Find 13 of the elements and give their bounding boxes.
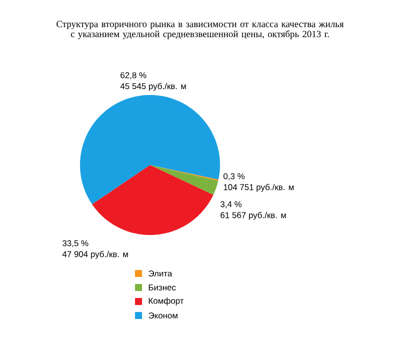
legend-label: Бизнес xyxy=(148,284,176,290)
data-label: 62,8 % xyxy=(120,72,146,80)
text: 45 545 руб./кв. м xyxy=(120,82,186,91)
data-label: 33,5 % xyxy=(62,240,88,248)
text: 47 904 руб./кв. м xyxy=(62,250,128,259)
data-label: 3,4 % xyxy=(220,201,242,208)
text: 61 567 руб./кв. м xyxy=(220,212,286,220)
text: 104 751 руб./кв. м xyxy=(224,184,294,192)
legend-label: Комфорт xyxy=(148,298,184,306)
chart-title: Структура вторичного рынка в зависимости от класса качества жилья с указанием удельной средневзвешенной цены, октябрь 2013 г. xyxy=(56,20,344,40)
legend-label: Элита xyxy=(148,270,172,276)
legend-label: Эконом xyxy=(148,312,178,318)
data-label: 0,3 % xyxy=(224,173,245,180)
